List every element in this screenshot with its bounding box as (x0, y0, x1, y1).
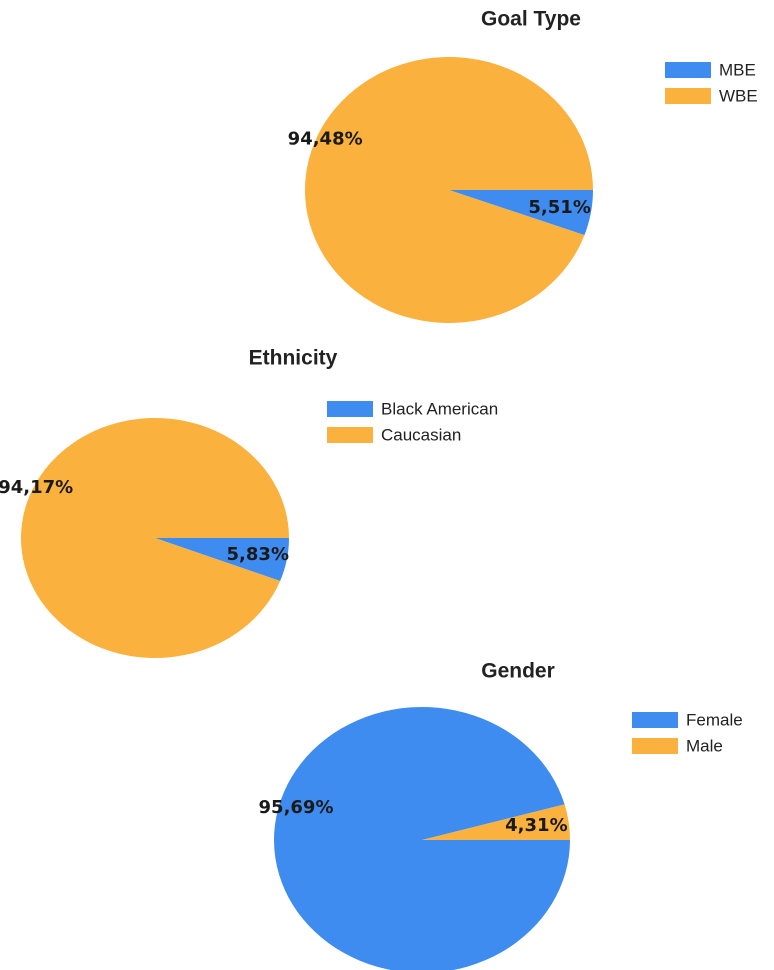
legend-swatch (327, 427, 373, 443)
value-label: 95,69% (259, 797, 334, 818)
legend-label: Female (686, 710, 743, 729)
legend-label: Male (686, 736, 723, 755)
pie-slice (155, 538, 289, 581)
pie-slice (449, 190, 593, 236)
chart-title: Gender (481, 660, 555, 683)
legend-label: MBE (719, 60, 756, 79)
legend-swatch (632, 712, 678, 728)
pie-slice (274, 707, 570, 970)
value-label: 4,31% (505, 815, 567, 836)
value-label: 5,51% (528, 197, 590, 218)
legend-label: Caucasian (381, 425, 461, 444)
chart-title: Goal Type (481, 8, 581, 31)
legend-swatch (632, 738, 678, 754)
legend-swatch (327, 401, 373, 417)
pie-slice (21, 418, 290, 658)
legend-label: WBE (719, 86, 758, 105)
value-label: 94,48% (288, 129, 363, 150)
value-label: 94,17% (0, 477, 73, 498)
legend-swatch (665, 62, 711, 78)
chart-title: Ethnicity (249, 347, 338, 370)
legend-swatch (665, 88, 711, 104)
value-label: 5,83% (227, 544, 289, 565)
legend-label: Black American (381, 399, 498, 418)
pie-slice (305, 56, 593, 323)
pie-slice (422, 804, 570, 840)
